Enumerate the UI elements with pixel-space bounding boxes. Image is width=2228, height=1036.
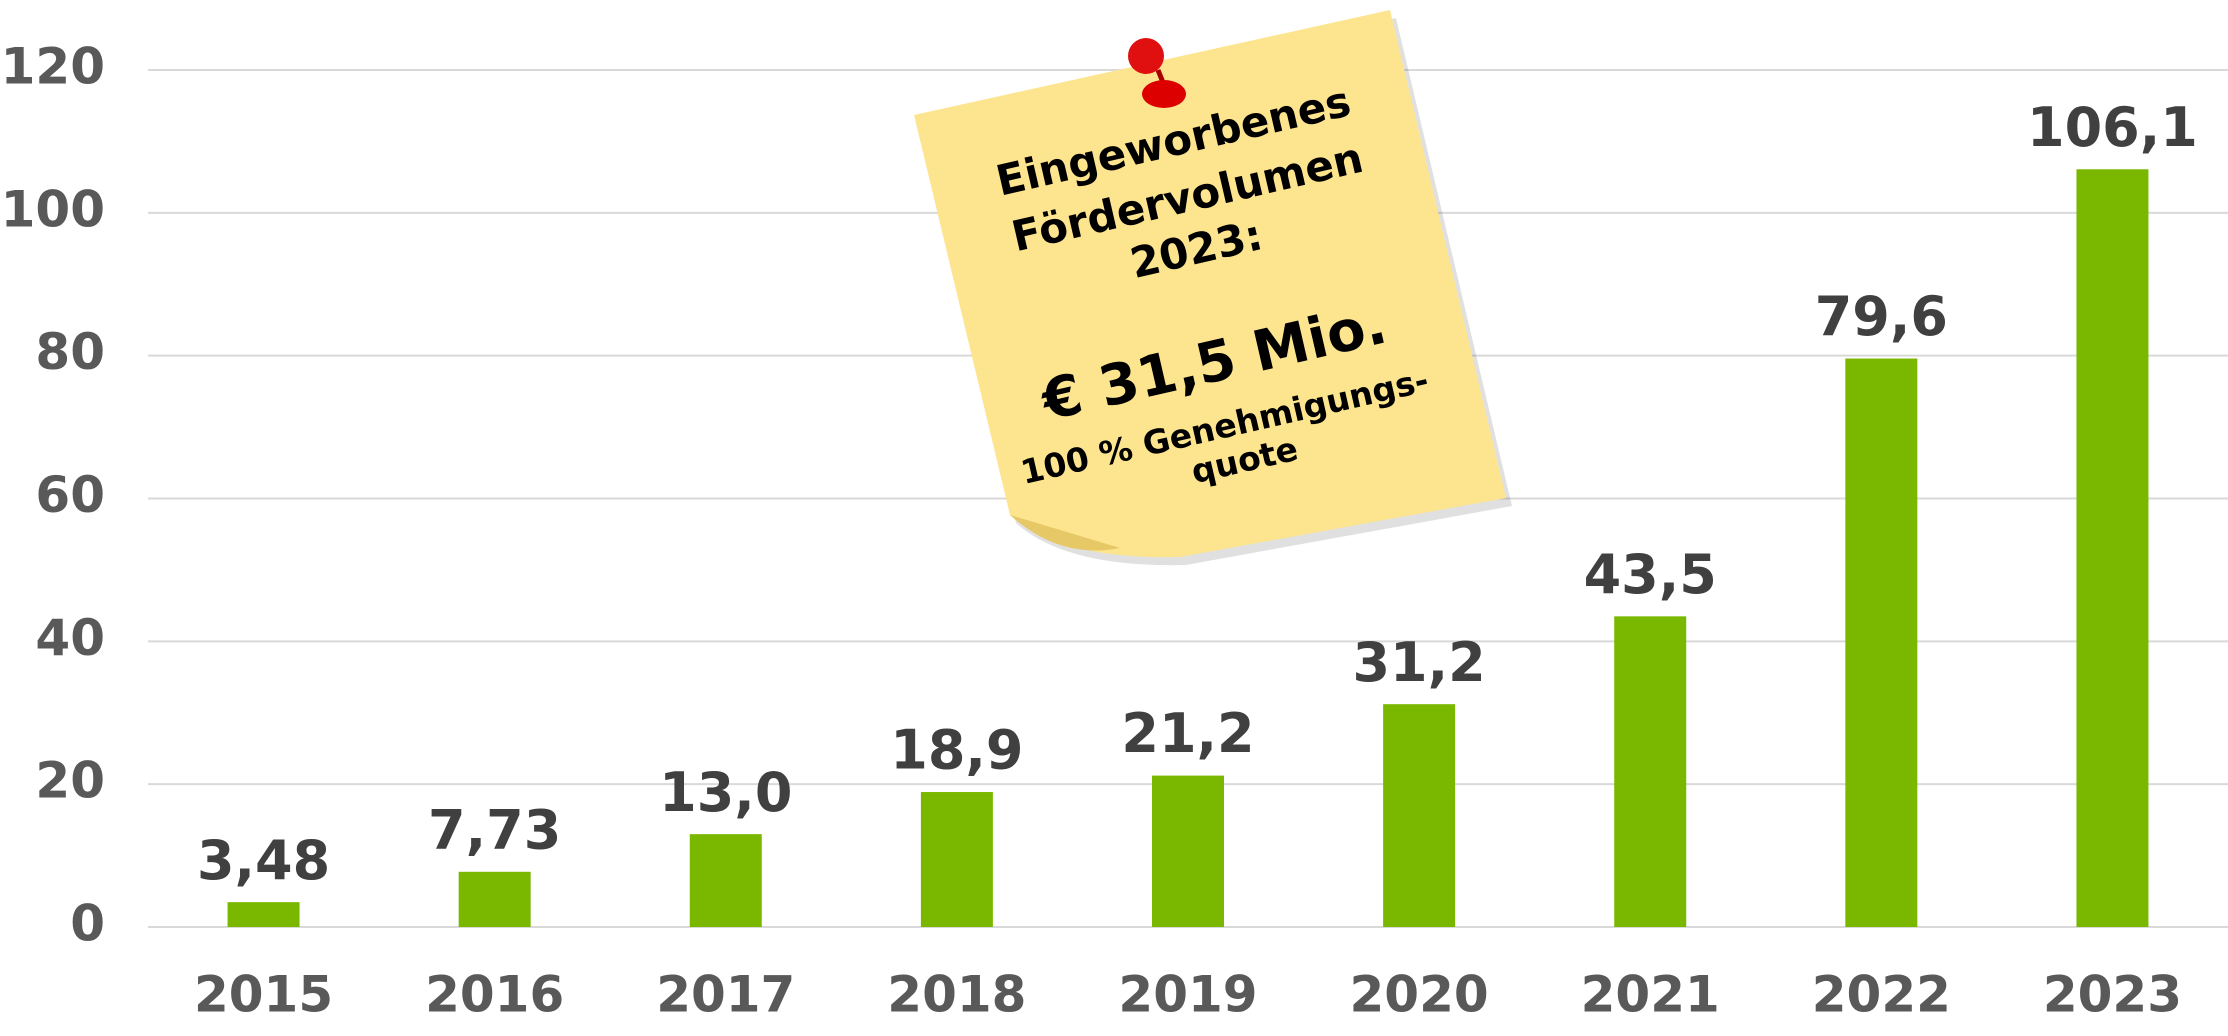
sticky-note: Eingeworbenes Fördervolumen 2023: € 31,5… — [914, 10, 1512, 565]
value-label: 3,48 — [197, 829, 330, 892]
pin-head — [1128, 38, 1164, 74]
bar — [921, 792, 993, 927]
x-tick-label: 2020 — [1350, 966, 1489, 1024]
bar — [1152, 776, 1224, 927]
value-label: 13,0 — [659, 761, 792, 824]
bar — [1845, 359, 1917, 927]
bar — [1383, 704, 1455, 927]
x-tick-label: 2016 — [425, 966, 564, 1024]
y-tick-label: 60 — [35, 466, 105, 524]
bar — [690, 834, 762, 927]
x-tick-label: 2015 — [194, 966, 333, 1024]
y-tick-label: 20 — [35, 752, 105, 810]
y-tick-label: 120 — [1, 38, 105, 96]
y-tick-label: 100 — [1, 180, 105, 238]
value-label: 31,2 — [1352, 631, 1485, 694]
bar — [2076, 169, 2148, 927]
value-label: 7,73 — [428, 798, 561, 861]
y-tick-label: 0 — [70, 895, 105, 953]
x-tick-label: 2022 — [1812, 966, 1951, 1024]
bar — [1614, 616, 1686, 927]
x-tick-label: 2023 — [2043, 966, 2182, 1024]
y-tick-label: 80 — [35, 323, 105, 381]
page: 0 20 40 60 80 100 120 2015 3,48 2016 7,73 2017 13,0 2… — [0, 0, 2228, 1036]
chart: 0 20 40 60 80 100 120 2015 3,48 2016 7,73 2017 13,0 2… — [0, 0, 2228, 1036]
value-label: 21,2 — [1121, 702, 1254, 765]
pin-base — [1142, 80, 1186, 108]
x-tick-label: 2021 — [1581, 966, 1720, 1024]
x-tick-label: 2019 — [1118, 966, 1257, 1024]
x-tick-label: 2017 — [656, 966, 795, 1024]
value-label: 106,1 — [2027, 96, 2198, 159]
value-label: 43,5 — [1584, 543, 1717, 606]
bar — [228, 902, 300, 927]
value-label: 79,6 — [1815, 285, 1948, 348]
value-label: 18,9 — [890, 719, 1023, 782]
x-tick-label: 2018 — [887, 966, 1026, 1024]
y-tick-label: 40 — [35, 609, 105, 667]
bar — [459, 872, 531, 927]
